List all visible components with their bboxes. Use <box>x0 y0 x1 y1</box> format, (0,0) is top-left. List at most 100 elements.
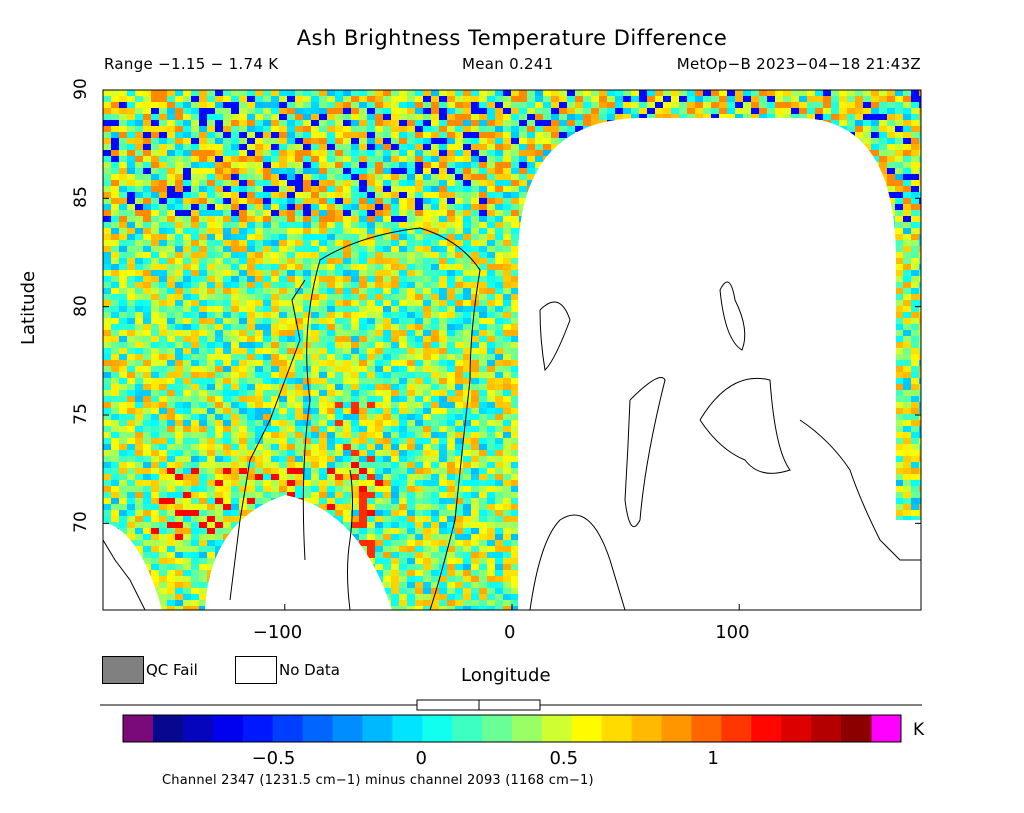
heatmap-cell <box>895 114 904 121</box>
heatmap-cell <box>191 96 200 103</box>
heatmap-cell <box>271 186 280 193</box>
heatmap-cell <box>519 144 528 151</box>
heatmap-cell <box>407 210 416 217</box>
heatmap-cell <box>487 198 496 205</box>
heatmap-cell <box>495 216 504 223</box>
heatmap-cell <box>335 168 344 175</box>
heatmap-cell <box>471 210 480 217</box>
heatmap-cell <box>111 306 120 313</box>
heatmap-cell <box>503 102 512 109</box>
heatmap-cell <box>263 258 272 265</box>
heatmap-cell <box>319 228 328 235</box>
heatmap-cell <box>351 156 360 163</box>
heatmap-cell <box>871 114 880 121</box>
heatmap-cell <box>143 348 152 355</box>
heatmap-cell <box>895 282 904 289</box>
heatmap-cell <box>279 96 288 103</box>
heatmap-cell <box>487 336 496 343</box>
heatmap-cell <box>335 162 344 169</box>
heatmap-cell <box>287 234 296 241</box>
heatmap-cell <box>463 96 472 103</box>
heatmap-cell <box>159 102 168 109</box>
heatmap-cell <box>847 120 856 127</box>
heatmap-cell <box>255 228 264 235</box>
heatmap-cell <box>119 162 128 169</box>
heatmap-cell <box>359 366 368 373</box>
heatmap-cell <box>279 252 288 259</box>
heatmap-cell <box>183 192 192 199</box>
heatmap-cell <box>319 138 328 145</box>
heatmap-cell <box>143 300 152 307</box>
heatmap-cell <box>335 144 344 151</box>
heatmap-cell <box>423 306 432 313</box>
heatmap-cell <box>503 294 512 301</box>
heatmap-cell <box>279 174 288 181</box>
heatmap-cell <box>247 366 256 373</box>
heatmap-cell <box>903 354 912 361</box>
heatmap-cell <box>183 186 192 193</box>
heatmap-cell <box>191 348 200 355</box>
heatmap-cell <box>151 366 160 373</box>
heatmap-cell <box>239 276 248 283</box>
heatmap-cell <box>375 276 384 283</box>
heatmap-cell <box>911 90 920 97</box>
heatmap-cell <box>423 228 432 235</box>
heatmap-cell <box>327 270 336 277</box>
heatmap-cell <box>423 186 432 193</box>
heatmap-cell <box>503 312 512 319</box>
heatmap-cell <box>295 222 304 229</box>
heatmap-cell <box>199 90 208 97</box>
heatmap-cell <box>183 96 192 103</box>
heatmap-cell <box>407 330 416 337</box>
heatmap-cell <box>295 228 304 235</box>
heatmap-cell <box>119 186 128 193</box>
heatmap-cell <box>175 330 184 337</box>
heatmap-cell <box>279 318 288 325</box>
heatmap-cell <box>255 234 264 241</box>
heatmap-cell <box>495 306 504 313</box>
heatmap-cell <box>223 354 232 361</box>
heatmap-cell <box>495 246 504 253</box>
heatmap-cell <box>167 102 176 109</box>
heatmap-cell <box>231 330 240 337</box>
heatmap-cell <box>919 114 921 121</box>
heatmap-cell <box>239 252 248 259</box>
heatmap-cell <box>231 138 240 145</box>
heatmap-cell <box>343 126 352 133</box>
heatmap-cell <box>903 120 912 127</box>
heatmap-cell <box>415 366 424 373</box>
range-text: Range −1.15 − 1.74 K <box>104 55 279 73</box>
heatmap-cell <box>199 246 208 253</box>
heatmap-cell <box>351 228 360 235</box>
heatmap-cell <box>215 360 224 367</box>
heatmap-cell <box>511 366 520 373</box>
heatmap-cell <box>103 252 112 259</box>
heatmap-cell <box>383 186 392 193</box>
heatmap-cell <box>687 114 696 121</box>
heatmap-cell <box>455 132 464 139</box>
heatmap-cell <box>207 282 216 289</box>
heatmap-cell <box>111 144 120 151</box>
heatmap-cell <box>119 294 128 301</box>
heatmap-cell <box>231 246 240 253</box>
heatmap-cell <box>167 354 176 361</box>
heatmap-cell <box>311 150 320 157</box>
heatmap-cell <box>263 378 272 385</box>
heatmap-cell <box>919 186 921 193</box>
heatmap-cell <box>223 234 232 241</box>
heatmap-cell <box>303 312 312 319</box>
heatmap-cell <box>255 282 264 289</box>
heatmap-cell <box>871 138 880 145</box>
heatmap-cell <box>407 276 416 283</box>
heatmap-cell <box>431 228 440 235</box>
heatmap-cell <box>447 192 456 199</box>
heatmap-cell <box>623 108 632 115</box>
heatmap-cell <box>295 288 304 295</box>
heatmap-cell <box>255 306 264 313</box>
heatmap-cell <box>439 342 448 349</box>
heatmap-cell <box>247 282 256 289</box>
heatmap-cell <box>103 144 112 151</box>
heatmap-cell <box>367 246 376 253</box>
heatmap-cell <box>415 288 424 295</box>
heatmap-cell <box>159 258 168 265</box>
